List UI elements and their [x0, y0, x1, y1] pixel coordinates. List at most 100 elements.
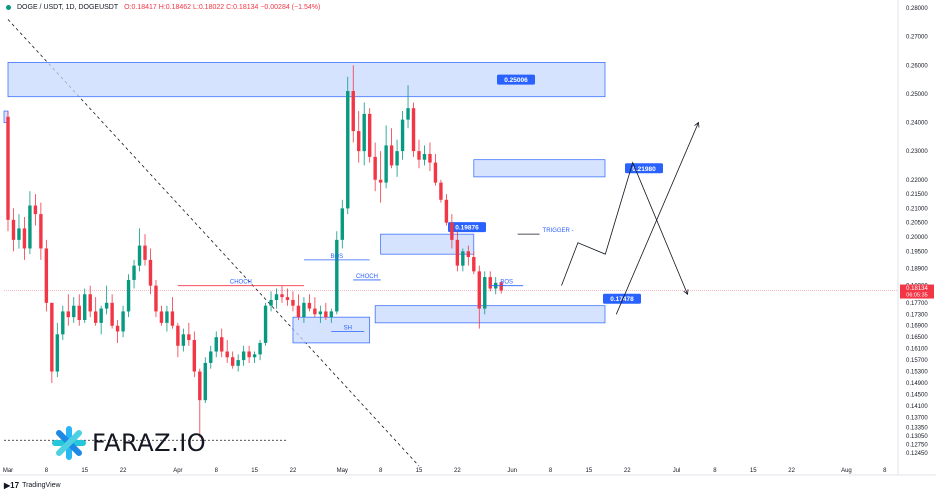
time-tick-label: 15	[586, 468, 593, 474]
tradingview-label: TradingView	[22, 482, 61, 489]
time-tick-label: 8	[713, 468, 717, 474]
candle-body	[176, 325, 180, 346]
price-tick-label: 0.19500	[906, 249, 928, 255]
candle-body	[433, 162, 438, 183]
price-tick-label: 0.26000	[906, 63, 928, 69]
candle-body	[351, 91, 355, 132]
time-tick-label: 22	[624, 468, 631, 474]
candle-body	[77, 305, 81, 321]
candle-body	[373, 156, 377, 180]
candle-body	[165, 311, 169, 323]
candle-body	[203, 362, 207, 401]
time-tick-label: 8	[215, 468, 219, 474]
candle-body	[143, 245, 147, 260]
candle-body	[357, 131, 361, 152]
candle-body	[263, 305, 268, 343]
tradingview-mark-icon: ▶17	[4, 481, 20, 490]
candle-body	[132, 265, 136, 280]
time-tick-label: Apr	[173, 468, 182, 474]
candle-body	[225, 351, 229, 358]
candle-body	[411, 108, 416, 152]
price-tick-label: 0.21000	[906, 206, 928, 212]
candle-body	[17, 228, 21, 240]
candle-body	[137, 245, 142, 266]
supply-demand-zone	[292, 316, 371, 344]
time-tick-label: 15	[251, 468, 258, 474]
supply-demand-zone	[374, 305, 606, 324]
structure-label: SH	[344, 325, 352, 331]
candle-body	[285, 297, 290, 300]
candle-body	[28, 205, 32, 249]
candle-body	[170, 311, 175, 326]
price-tick-label: 0.14100	[906, 404, 928, 410]
candle-body	[121, 311, 125, 332]
price-tick-label: 0.13700	[906, 415, 928, 421]
candle-body	[340, 208, 344, 240]
price-tick-label: 0.16100	[906, 347, 928, 353]
time-tick-label: 15	[750, 468, 757, 474]
candle-body	[291, 299, 295, 306]
candle-body	[126, 279, 131, 312]
candle-body	[461, 251, 465, 266]
faraz-star-logo-icon	[52, 426, 86, 460]
time-tick-label: May	[337, 468, 348, 474]
candle-body	[499, 282, 503, 291]
watermark-brand: FARAZ.IO	[92, 429, 207, 457]
candle-body	[329, 311, 334, 318]
candle-body	[88, 294, 92, 312]
candle-body	[236, 360, 240, 366]
candle-body	[472, 257, 476, 272]
candle-body	[406, 108, 410, 120]
time-tick-label: 22	[120, 468, 127, 474]
candle-body	[466, 251, 471, 258]
projection-path	[561, 161, 688, 295]
price-tick-label: 0.23000	[906, 149, 928, 155]
zone-label-badge	[497, 74, 535, 85]
price-tick-label: 0.16500	[906, 335, 928, 341]
price-tick-label: 0.15700	[906, 358, 928, 364]
zone-label-badge	[625, 163, 663, 174]
time-tick-label: 22	[454, 468, 461, 474]
current-price-label: 0.18134	[906, 286, 928, 292]
time-tick-label: 15	[416, 468, 423, 474]
candle-body	[214, 337, 218, 352]
candle-body	[39, 214, 43, 249]
candle-body	[50, 302, 54, 372]
projection-arrowhead	[694, 121, 700, 128]
tradingview-logo[interactable]: ▶17 TradingView	[4, 481, 61, 490]
chart-header: DOGE / USDT, 1D, DOGEUSDT O:0.18417 H:0.…	[6, 4, 320, 11]
candle-body	[198, 371, 202, 401]
zone-label: 0.19876	[455, 225, 479, 232]
structure-label: BOS	[500, 280, 513, 286]
candle-body	[99, 308, 103, 323]
candle-body	[335, 239, 339, 312]
price-tick-label: 0.21500	[906, 192, 928, 198]
candle-body	[72, 305, 76, 318]
price-tick-label: 0.13050	[906, 434, 928, 440]
time-tick-label: 8	[45, 468, 49, 474]
time-tick-label: Aug	[841, 468, 852, 474]
candle-body	[192, 340, 197, 372]
candle-body	[33, 205, 38, 215]
price-tick-label: 0.13350	[906, 425, 928, 431]
time-tick-label: 22	[788, 468, 795, 474]
candle-body	[159, 311, 164, 323]
candle-body	[488, 277, 492, 289]
candle-body	[209, 351, 213, 363]
symbol-label[interactable]: DOGE / USDT, 1D, DOGEUSDT	[17, 4, 119, 11]
time-tick-label: 8	[883, 468, 887, 474]
candle-body	[417, 151, 421, 160]
candle-body	[55, 334, 60, 372]
zone-label: 0.25006	[504, 77, 528, 84]
price-tick-label: 0.15300	[906, 370, 928, 376]
candle-body	[455, 239, 460, 266]
candle-body	[450, 222, 454, 240]
candle-body	[346, 91, 350, 209]
time-tick-label: 22	[290, 468, 297, 474]
candle-body	[384, 145, 388, 183]
candle-body	[389, 145, 394, 166]
candle-body	[302, 302, 306, 318]
structure-label: CHOCH	[230, 280, 252, 286]
